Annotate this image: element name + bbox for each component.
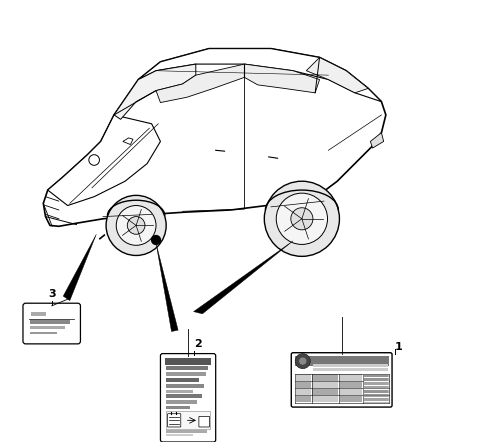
Polygon shape (312, 396, 338, 402)
Polygon shape (156, 64, 244, 103)
Polygon shape (63, 234, 96, 301)
Polygon shape (123, 138, 133, 145)
Polygon shape (166, 394, 202, 398)
Circle shape (264, 181, 339, 256)
Circle shape (152, 236, 160, 244)
Polygon shape (166, 406, 191, 409)
Polygon shape (296, 396, 311, 402)
Polygon shape (296, 389, 311, 395)
FancyBboxPatch shape (291, 353, 392, 407)
Polygon shape (364, 374, 388, 381)
Polygon shape (30, 326, 65, 329)
Polygon shape (340, 396, 362, 402)
Polygon shape (364, 396, 388, 402)
Polygon shape (312, 374, 338, 381)
Polygon shape (166, 390, 192, 393)
Polygon shape (312, 389, 338, 395)
Polygon shape (156, 243, 178, 332)
Polygon shape (296, 374, 311, 381)
Polygon shape (166, 384, 204, 388)
FancyBboxPatch shape (168, 414, 181, 427)
Polygon shape (340, 389, 362, 395)
Polygon shape (193, 241, 293, 314)
Circle shape (106, 195, 166, 255)
Polygon shape (313, 368, 388, 371)
Circle shape (299, 357, 307, 365)
Polygon shape (48, 115, 160, 206)
Polygon shape (340, 381, 362, 388)
Polygon shape (364, 389, 388, 395)
Circle shape (295, 354, 310, 369)
Circle shape (291, 208, 313, 230)
Polygon shape (340, 374, 362, 381)
Polygon shape (114, 64, 196, 119)
FancyBboxPatch shape (199, 416, 209, 427)
Polygon shape (30, 320, 70, 324)
Polygon shape (166, 430, 207, 433)
Polygon shape (312, 381, 338, 388)
Circle shape (116, 206, 156, 245)
Polygon shape (371, 133, 384, 148)
Polygon shape (166, 372, 206, 376)
Text: 1: 1 (395, 342, 402, 352)
Polygon shape (313, 364, 388, 367)
Polygon shape (166, 434, 192, 436)
Polygon shape (306, 57, 368, 93)
Polygon shape (43, 49, 386, 226)
Polygon shape (166, 400, 197, 404)
Polygon shape (166, 366, 208, 370)
Polygon shape (295, 356, 388, 366)
Polygon shape (31, 312, 47, 316)
Polygon shape (165, 358, 211, 365)
Polygon shape (30, 332, 57, 334)
Polygon shape (296, 381, 311, 388)
FancyBboxPatch shape (160, 354, 216, 442)
Text: 3: 3 (48, 289, 56, 299)
Polygon shape (363, 374, 388, 403)
Circle shape (276, 193, 327, 244)
FancyBboxPatch shape (166, 411, 210, 429)
Text: 2: 2 (194, 339, 203, 349)
Polygon shape (364, 381, 388, 388)
Polygon shape (138, 49, 382, 102)
Polygon shape (244, 64, 320, 93)
Circle shape (127, 217, 145, 234)
Polygon shape (166, 378, 199, 382)
FancyBboxPatch shape (23, 303, 81, 344)
